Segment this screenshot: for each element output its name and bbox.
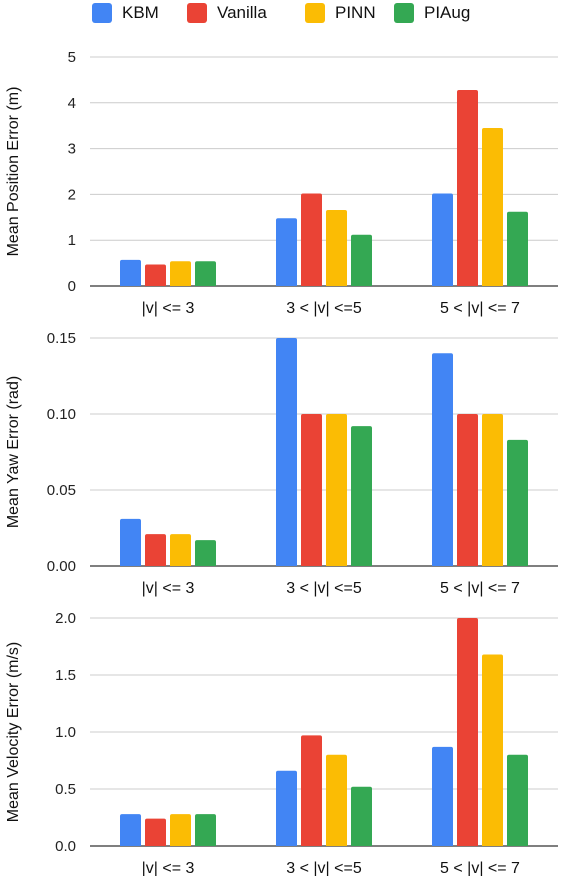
x-tick-label: 5 < |v| <= 7 bbox=[440, 860, 520, 876]
y-tick-label: 0.00 bbox=[47, 558, 76, 575]
y-tick-label: 2.0 bbox=[55, 610, 76, 627]
legend-label-kbm: KBM bbox=[122, 3, 159, 22]
bar-piaug-v-3 bbox=[195, 540, 216, 566]
legend-item-pinn: PINN bbox=[305, 2, 376, 24]
bar-kbm-5-v-7 bbox=[432, 353, 453, 566]
bar-vanilla-v-3 bbox=[145, 534, 166, 566]
y-tick-label: 1.5 bbox=[55, 667, 76, 684]
legend-swatch-pinn bbox=[305, 3, 325, 23]
y-tick-label: 5 bbox=[68, 49, 76, 66]
legend-label-piaug: PIAug bbox=[424, 3, 471, 22]
y-tick-label: 0.15 bbox=[47, 330, 76, 347]
bar-vanilla-v-3 bbox=[145, 264, 166, 286]
bar-kbm-3-v-5 bbox=[276, 770, 297, 846]
bar-kbm-3-v-5 bbox=[276, 218, 297, 286]
legend-item-vanilla: Vanilla bbox=[187, 2, 267, 24]
x-tick-label: |v| <= 3 bbox=[142, 580, 195, 597]
bar-pinn-3-v-5 bbox=[326, 754, 347, 846]
bar-vanilla-v-3 bbox=[145, 818, 166, 846]
chart-legend: KBM Vanilla PINN PIAug bbox=[0, 0, 572, 28]
legend-swatch-vanilla bbox=[187, 3, 207, 23]
bar-pinn-5-v-7 bbox=[482, 127, 503, 287]
legend-swatch-kbm bbox=[92, 3, 112, 23]
bar-vanilla-5-v-7 bbox=[457, 414, 478, 566]
bar-kbm-3-v-5 bbox=[276, 338, 297, 566]
bar-pinn-v-3 bbox=[170, 261, 191, 286]
bar-pinn-3-v-5 bbox=[326, 209, 347, 286]
y-axis-label: Mean Velocity Error (m/s) bbox=[5, 642, 22, 822]
y-tick-label: 0 bbox=[68, 278, 76, 295]
y-tick-label: 2 bbox=[68, 186, 76, 203]
y-tick-label: 0.5 bbox=[55, 781, 76, 798]
legend-label-pinn: PINN bbox=[335, 3, 376, 22]
bar-kbm-v-3 bbox=[120, 814, 141, 846]
legend-swatch-piaug bbox=[394, 3, 414, 23]
bar-pinn-5-v-7 bbox=[482, 414, 503, 566]
bar-kbm-v-3 bbox=[120, 259, 141, 286]
y-tick-label: 3 bbox=[68, 141, 76, 158]
y-axis-label: Mean Yaw Error (rad) bbox=[5, 376, 22, 528]
bar-piaug-5-v-7 bbox=[507, 439, 528, 566]
bar-piaug-3-v-5 bbox=[351, 786, 372, 846]
x-tick-label: 3 < |v| <=5 bbox=[286, 300, 362, 317]
bar-vanilla-3-v-5 bbox=[301, 414, 322, 566]
bar-piaug-v-3 bbox=[195, 261, 216, 286]
y-tick-label: 4 bbox=[68, 95, 76, 112]
bar-pinn-v-3 bbox=[170, 534, 191, 566]
y-tick-label: 0.05 bbox=[47, 482, 76, 499]
x-tick-label: 3 < |v| <=5 bbox=[286, 580, 362, 597]
bar-piaug-3-v-5 bbox=[351, 234, 372, 286]
bar-vanilla-3-v-5 bbox=[301, 193, 322, 286]
bar-piaug-v-3 bbox=[195, 814, 216, 846]
x-tick-label: |v| <= 3 bbox=[142, 300, 195, 317]
bar-pinn-v-3 bbox=[170, 814, 191, 846]
y-tick-label: 1 bbox=[68, 232, 76, 249]
bar-kbm-v-3 bbox=[120, 518, 141, 566]
bar-pinn-5-v-7 bbox=[482, 654, 503, 846]
bar-vanilla-5-v-7 bbox=[457, 89, 478, 286]
x-tick-label: 3 < |v| <=5 bbox=[286, 860, 362, 876]
bar-pinn-3-v-5 bbox=[326, 414, 347, 566]
y-tick-label: 0.10 bbox=[47, 406, 76, 423]
x-tick-label: |v| <= 3 bbox=[142, 860, 195, 876]
bar-vanilla-5-v-7 bbox=[457, 618, 478, 846]
legend-label-vanilla: Vanilla bbox=[217, 3, 267, 22]
bar-kbm-5-v-7 bbox=[432, 193, 453, 286]
legend-item-kbm: KBM bbox=[92, 2, 159, 24]
y-axis-label: Mean Position Error (m) bbox=[5, 87, 22, 257]
bar-vanilla-3-v-5 bbox=[301, 735, 322, 846]
x-tick-label: 5 < |v| <= 7 bbox=[440, 580, 520, 597]
legend-item-piaug: PIAug bbox=[394, 2, 470, 24]
bar-piaug-5-v-7 bbox=[507, 211, 528, 286]
bar-piaug-3-v-5 bbox=[351, 426, 372, 566]
bar-kbm-5-v-7 bbox=[432, 746, 453, 846]
y-tick-label: 0.0 bbox=[55, 838, 76, 855]
x-tick-label: 5 < |v| <= 7 bbox=[440, 300, 520, 317]
y-tick-label: 1.0 bbox=[55, 724, 76, 741]
bar-piaug-5-v-7 bbox=[507, 754, 528, 846]
